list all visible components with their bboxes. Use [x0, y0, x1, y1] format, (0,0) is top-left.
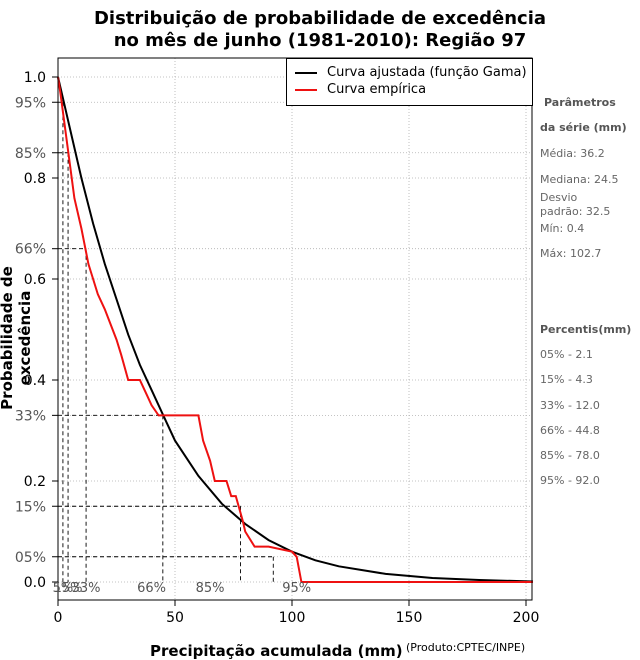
params-heading1: Parâmetros — [544, 96, 616, 109]
y-tick-label: 0.8 — [24, 171, 46, 187]
y-tick-label: 85% — [15, 146, 46, 162]
y-tick-label: 33% — [15, 408, 46, 424]
series-fitted-line — [57, 76, 534, 583]
x-tick-label: 200 — [513, 610, 540, 626]
percentil-item: 15% - 4.3 — [540, 373, 593, 386]
x-percent-label: 33% — [72, 581, 101, 596]
series-empirical-line — [57, 76, 533, 583]
x-percent-label: 66% — [137, 581, 166, 596]
x-percent-label: 95% — [282, 581, 311, 596]
y-tick-label: 15% — [15, 499, 46, 515]
param-mediana: Mediana: 24.5 — [540, 173, 619, 186]
x-percent-label: 5% — [53, 581, 74, 596]
legend-label-fitted: Curva ajustada (função Gama) — [327, 65, 527, 80]
y-tick-label: 95% — [15, 95, 46, 111]
param-min: Mín: 0.4 — [540, 222, 585, 235]
x-axis-label: Precipitação acumulada (mm) — [150, 642, 403, 660]
chart-title-line1: Distribuição de probabilidade de excedên… — [93, 8, 547, 29]
x-tick-label: 50 — [166, 610, 184, 626]
legend-item-fitted: Curva ajustada (função Gama) — [295, 65, 527, 80]
legend-item-empirical: Curva empírica — [295, 82, 426, 97]
x-tick-label: 100 — [279, 610, 306, 626]
legend: Curva ajustada (função Gama) Curva empír… — [286, 58, 533, 106]
y-tick-label: 0.4 — [24, 373, 46, 389]
param-media: Média: 36.2 — [540, 147, 605, 160]
y-tick-label: 66% — [15, 242, 46, 258]
percentil-item: 95% - 92.0 — [540, 474, 600, 487]
y-tick-label: 0.2 — [24, 474, 46, 490]
y-tick-label: 0.6 — [24, 272, 46, 288]
percentil-item: 85% - 78.0 — [540, 449, 600, 462]
legend-swatch-fitted — [295, 71, 317, 74]
percentis-heading: Percentis(mm) — [540, 323, 632, 336]
chart-title-line2: no mês de junho (1981-2010): Região 97 — [113, 30, 527, 51]
x-tick-label: 0 — [54, 610, 63, 626]
y-tick-label: 05% — [15, 550, 46, 566]
legend-swatch-empirical — [295, 88, 317, 91]
param-desvio-2: padrão: 32.5 — [540, 205, 611, 218]
param-desvio-1: Desvio — [540, 191, 578, 204]
percentil-item: 66% - 44.8 — [540, 424, 600, 437]
y-tick-label: 0.0 — [24, 575, 46, 591]
y-tick-label: 1.0 — [24, 70, 46, 86]
plot-frame — [57, 57, 533, 601]
param-max: Máx: 102.7 — [540, 247, 602, 260]
params-heading2: da série (mm) — [540, 121, 627, 134]
x-tick-label: 150 — [396, 610, 423, 626]
credit-text: (Produto:CPTEC/INPE) — [406, 641, 526, 654]
x-percent-label: 85% — [196, 581, 225, 596]
x-percent-label: 15% — [54, 581, 83, 596]
y-axis-label: Probabilidade de excedência — [0, 266, 34, 410]
legend-label-empirical: Curva empírica — [327, 82, 427, 97]
percentil-item: 05% - 2.1 — [540, 348, 593, 361]
percentil-item: 33% - 12.0 — [540, 399, 600, 412]
